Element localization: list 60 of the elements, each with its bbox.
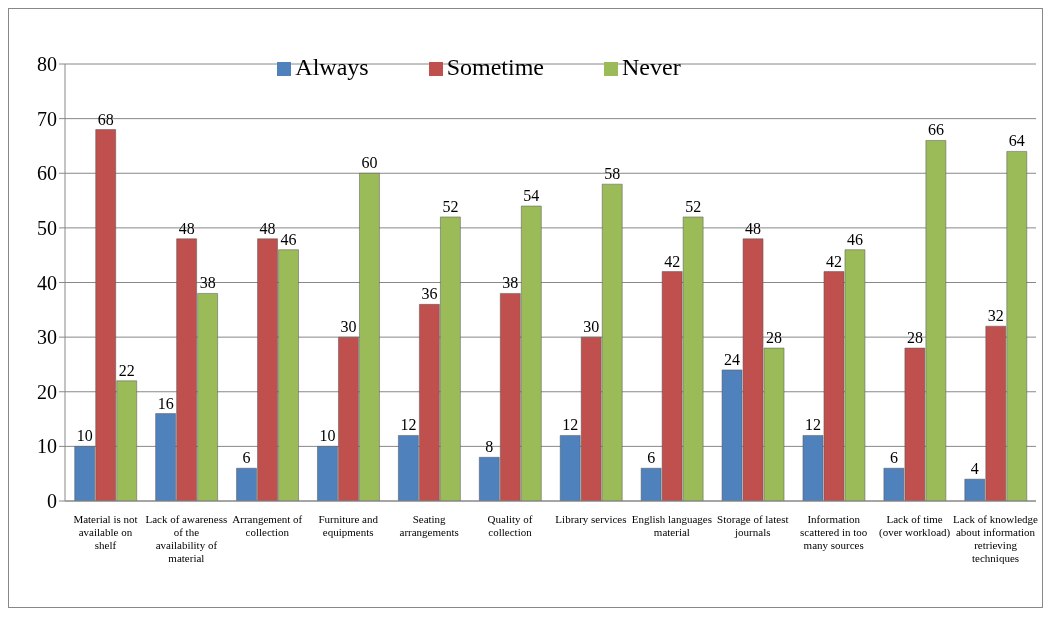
data-label: 52 (685, 197, 702, 215)
data-label: 6 (889, 449, 898, 467)
data-label: 66 (927, 121, 944, 139)
x-tick-label: Quality of collection (487, 513, 533, 538)
y-tick-label: 0 (47, 490, 57, 513)
data-label: 58 (604, 165, 621, 183)
data-label: 42 (664, 252, 681, 270)
data-label: 48 (178, 219, 195, 237)
data-label: 46 (846, 230, 863, 248)
y-tick-label: 60 (37, 162, 57, 185)
data-label: 24 (724, 350, 741, 368)
data-label: 38 (199, 274, 216, 292)
x-tick-label: Arrangement of collection (232, 513, 303, 538)
y-tick-label: 10 (37, 435, 57, 458)
y-tick-label: 30 (37, 326, 57, 349)
data-label: 28 (906, 329, 923, 347)
y-tick-label: 70 (37, 107, 57, 130)
data-label: 38 (502, 274, 519, 292)
data-label: 52 (442, 197, 459, 215)
data-label: 60 (361, 154, 378, 172)
x-tick-label: Information scattered in too many sources (800, 513, 868, 551)
y-tick-label: 40 (37, 271, 57, 294)
y-tick-label: 50 (37, 216, 57, 239)
data-label: 22 (118, 361, 135, 379)
data-label: 10 (319, 427, 336, 445)
data-label: 16 (157, 394, 174, 412)
data-label: 54 (523, 187, 540, 205)
data-label: 8 (485, 438, 494, 456)
data-label: 68 (97, 110, 114, 128)
y-tick-label: 80 (37, 53, 57, 76)
data-label: 6 (647, 449, 656, 467)
data-label: 12 (400, 416, 417, 434)
data-label: 4 (970, 460, 979, 478)
data-label: 42 (825, 252, 842, 270)
data-label: 46 (280, 230, 297, 248)
data-label: 28 (766, 329, 783, 347)
x-tick-label: Seating arrangements (399, 513, 459, 538)
data-label: 12 (562, 416, 579, 434)
data-label: 48 (259, 219, 276, 237)
y-tick-label: 20 (37, 380, 57, 403)
legend-label: Always (295, 54, 369, 80)
data-label: 12 (804, 416, 821, 434)
legend-label: Never (622, 54, 681, 80)
x-tick-label: Lack of time (over workload) (879, 513, 951, 539)
x-tick-label: Library services (555, 513, 627, 525)
x-tick-label: Material is not available on shelf (73, 513, 138, 551)
data-label: 32 (987, 307, 1004, 325)
data-label: 6 (242, 449, 251, 467)
data-label: 10 (76, 427, 93, 445)
data-label: 30 (583, 318, 600, 336)
data-label: 36 (421, 285, 438, 303)
x-tick-label: English languages material (631, 513, 713, 538)
data-label: 64 (1008, 132, 1025, 150)
x-tick-label: Lack of knowledge about information retrieving techniques (953, 513, 1039, 564)
legend-label: Sometime (446, 54, 544, 80)
data-label: 48 (745, 219, 762, 237)
x-tick-label: Storage of latest journals (717, 513, 789, 538)
data-label: 30 (340, 318, 357, 336)
x-tick-label: Lack of awareness of the availability of material (145, 513, 228, 564)
x-tick-label: Furniture and equipments (318, 513, 379, 538)
